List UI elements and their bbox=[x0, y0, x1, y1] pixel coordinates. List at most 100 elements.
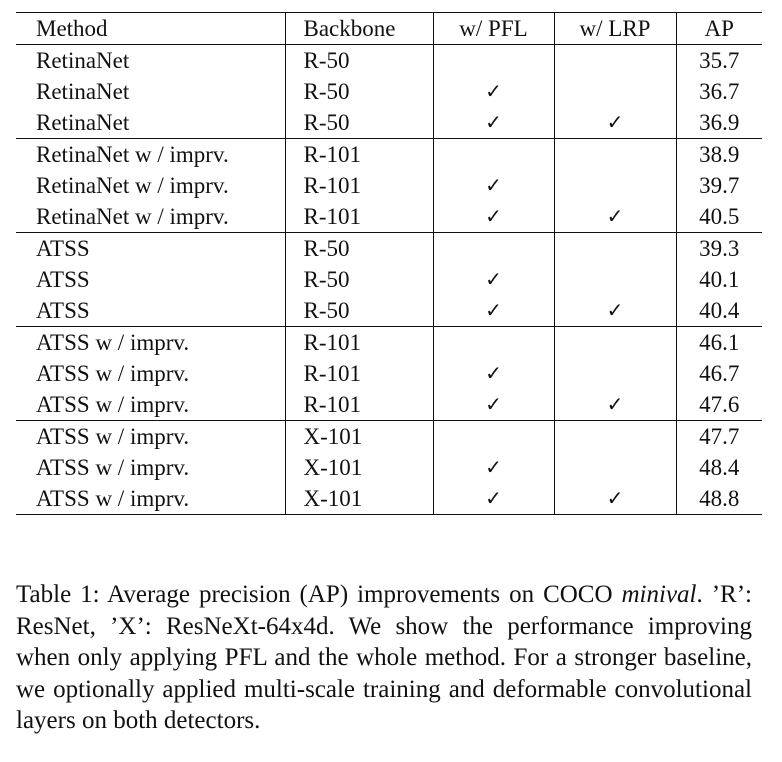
backbone-cell: R-50 bbox=[284, 264, 433, 295]
lrp-check-cell: ✓ bbox=[553, 201, 676, 233]
header-method: Method bbox=[36, 16, 108, 41]
header-lrp: w/ LRP bbox=[553, 12, 676, 45]
ap-cell: 46.1 bbox=[675, 326, 762, 358]
lrp-check-cell bbox=[553, 264, 676, 295]
backbone-cell: R-50 bbox=[284, 232, 433, 264]
ap-cell: 38.9 bbox=[675, 138, 762, 170]
pfl-check-cell: ✓ bbox=[432, 358, 554, 389]
lrp-check-cell bbox=[553, 170, 676, 201]
table-row: ATSS w / imprv. R-101 ✓ ✓ 47.6 bbox=[16, 389, 762, 421]
pfl-check-cell: ✓ bbox=[432, 76, 554, 107]
row-group: RetinaNet w / imprv. R-101 38.9 RetinaNet w… bbox=[16, 138, 762, 233]
pfl-check-cell: ✓ bbox=[432, 452, 554, 483]
ap-cell: 39.3 bbox=[675, 232, 762, 264]
lrp-check-cell bbox=[553, 44, 676, 76]
header-row: Method Backbone w/ PFL w/ LRP AP bbox=[16, 12, 762, 45]
pfl-check-cell bbox=[432, 232, 554, 264]
backbone-cell: R-50 bbox=[284, 295, 433, 327]
pfl-check-cell bbox=[432, 420, 554, 452]
row-group: RetinaNet R-50 35.7 RetinaNet R-50 ✓ 36.7 Retin… bbox=[16, 44, 762, 139]
method-cell: ATSS w / imprv. bbox=[36, 392, 190, 417]
backbone-cell: R-50 bbox=[284, 107, 433, 139]
results-table: Method Backbone w/ PFL w/ LRP AP RetinaN… bbox=[16, 12, 762, 515]
pfl-check-cell bbox=[432, 44, 554, 76]
pfl-check-cell: ✓ bbox=[432, 170, 554, 201]
ap-cell: 40.5 bbox=[675, 201, 762, 233]
method-cell: RetinaNet bbox=[36, 79, 130, 104]
table-row: ATSS w / imprv. X-101 ✓ 48.4 bbox=[16, 452, 762, 483]
pfl-check-cell: ✓ bbox=[432, 107, 554, 139]
ap-cell: 39.7 bbox=[675, 170, 762, 201]
ap-cell: 46.7 bbox=[675, 358, 762, 389]
caption-suffix: . ’R’: ResNet, ’X’: ResNeXt-64x4d. We sh… bbox=[16, 581, 752, 734]
lrp-check-cell bbox=[553, 76, 676, 107]
lrp-check-cell bbox=[553, 232, 676, 264]
pfl-check-cell: ✓ bbox=[432, 483, 554, 515]
table-row: ATSS w / imprv. R-101 46.1 bbox=[16, 326, 762, 358]
table-row: ATSS R-50 ✓ 40.1 bbox=[16, 264, 762, 295]
table-row: RetinaNet w / imprv. R-101 ✓ ✓ 40.5 bbox=[16, 201, 762, 233]
pfl-check-cell bbox=[432, 326, 554, 358]
backbone-cell: X-101 bbox=[284, 483, 433, 515]
method-cell: ATSS bbox=[36, 298, 90, 323]
ap-cell: 48.8 bbox=[675, 483, 762, 515]
table-row: RetinaNet w / imprv. R-101 38.9 bbox=[16, 138, 762, 170]
backbone-cell: R-101 bbox=[284, 201, 433, 233]
ap-cell: 40.4 bbox=[675, 295, 762, 327]
ap-cell: 47.7 bbox=[675, 420, 762, 452]
row-group: ATSS R-50 39.3 ATSS R-50 ✓ 40.1 ATSS R-50 ✓ ✓ 40.4 bbox=[16, 232, 762, 327]
ap-cell: 35.7 bbox=[675, 44, 762, 76]
method-cell: ATSS w / imprv. bbox=[36, 361, 190, 386]
method-cell: RetinaNet w / imprv. bbox=[36, 142, 229, 167]
method-cell: ATSS w / imprv. bbox=[36, 330, 190, 355]
method-cell: ATSS bbox=[36, 236, 90, 261]
backbone-cell: R-50 bbox=[284, 76, 433, 107]
method-cell: ATSS w / imprv. bbox=[36, 455, 190, 480]
table-header: Method Backbone w/ PFL w/ LRP AP bbox=[16, 12, 762, 45]
backbone-cell: R-101 bbox=[284, 170, 433, 201]
table-row: RetinaNet R-50 35.7 bbox=[16, 44, 762, 76]
lrp-check-cell: ✓ bbox=[553, 295, 676, 327]
backbone-cell: X-101 bbox=[284, 420, 433, 452]
row-group: ATSS w / imprv. X-101 47.7 ATSS w / imprv. X… bbox=[16, 420, 762, 515]
table-row: ATSS R-50 ✓ ✓ 40.4 bbox=[16, 295, 762, 327]
ap-cell: 36.9 bbox=[675, 107, 762, 139]
header-pfl: w/ PFL bbox=[432, 12, 554, 45]
ap-cell: 48.4 bbox=[675, 452, 762, 483]
lrp-check-cell bbox=[553, 358, 676, 389]
table-row: ATSS w / imprv. X-101 ✓ ✓ 48.8 bbox=[16, 483, 762, 515]
lrp-check-cell: ✓ bbox=[553, 483, 676, 515]
method-cell: ATSS w / imprv. bbox=[36, 424, 190, 449]
table-caption: Table 1: Average precision (AP) improvem… bbox=[16, 579, 752, 737]
caption-italic: minival bbox=[621, 581, 697, 608]
backbone-cell: R-101 bbox=[284, 389, 433, 421]
lrp-check-cell bbox=[553, 420, 676, 452]
backbone-cell: R-101 bbox=[284, 326, 433, 358]
lrp-check-cell bbox=[553, 138, 676, 170]
backbone-cell: R-101 bbox=[284, 138, 433, 170]
table-row: RetinaNet R-50 ✓ ✓ 36.9 bbox=[16, 107, 762, 139]
pfl-check-cell: ✓ bbox=[432, 389, 554, 421]
ap-cell: 47.6 bbox=[675, 389, 762, 421]
row-group: ATSS w / imprv. R-101 46.1 ATSS w / imprv. R… bbox=[16, 326, 762, 421]
method-cell: ATSS w / imprv. bbox=[36, 486, 190, 511]
caption-prefix: Table 1: Average precision (AP) improvem… bbox=[16, 581, 622, 608]
header-ap: AP bbox=[675, 12, 762, 45]
header-backbone: Backbone bbox=[284, 12, 433, 45]
table-row: ATSS w / imprv. R-101 ✓ 46.7 bbox=[16, 358, 762, 389]
table-row: RetinaNet w / imprv. R-101 ✓ 39.7 bbox=[16, 170, 762, 201]
backbone-cell: X-101 bbox=[284, 452, 433, 483]
table-row: ATSS R-50 39.3 bbox=[16, 232, 762, 264]
ap-cell: 36.7 bbox=[675, 76, 762, 107]
backbone-cell: R-101 bbox=[284, 358, 433, 389]
pfl-check-cell bbox=[432, 138, 554, 170]
lrp-check-cell: ✓ bbox=[553, 389, 676, 421]
backbone-cell: R-50 bbox=[284, 44, 433, 76]
method-cell: RetinaNet w / imprv. bbox=[36, 204, 229, 229]
lrp-check-cell bbox=[553, 326, 676, 358]
table-row: ATSS w / imprv. X-101 47.7 bbox=[16, 420, 762, 452]
method-cell: RetinaNet w / imprv. bbox=[36, 173, 229, 198]
pfl-check-cell: ✓ bbox=[432, 295, 554, 327]
lrp-check-cell bbox=[553, 452, 676, 483]
pfl-check-cell: ✓ bbox=[432, 201, 554, 233]
